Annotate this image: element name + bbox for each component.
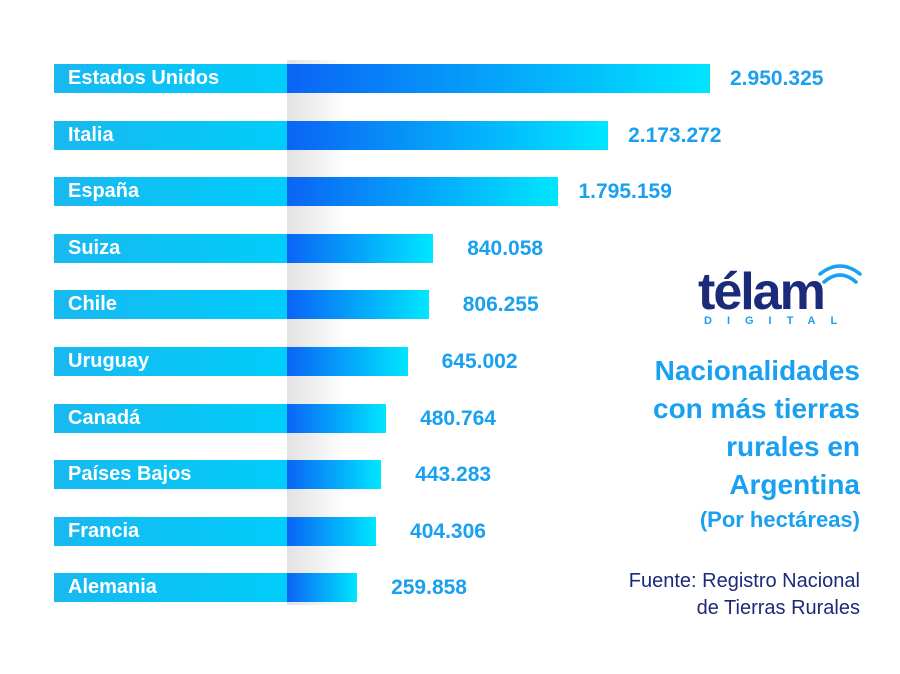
value-label: 480.764	[420, 406, 496, 430]
category-label: Canadá	[68, 406, 141, 429]
category-label-band: Alemania	[54, 573, 287, 603]
bar	[287, 233, 434, 263]
category-label-band: España	[54, 177, 287, 207]
value-label: 840.058	[467, 236, 544, 260]
value-label: 645.002	[441, 350, 518, 373]
value-label: 404.306	[410, 519, 486, 543]
value-label: 2.950.325	[730, 67, 824, 90]
value-label: 1.795.159	[578, 180, 672, 204]
bar	[287, 347, 408, 376]
category-label: Uruguay	[68, 350, 150, 372]
chart-title-block: Nacionalidades con más tierras rurales e…	[540, 352, 860, 536]
category-label: Francia	[68, 519, 140, 542]
bar	[287, 403, 387, 433]
category-label-band: Países Bajos	[54, 460, 287, 490]
category-label-band: Francia	[54, 516, 287, 546]
category-label-band: Estados Unidos	[54, 64, 287, 93]
chart-title-line-1: Nacionalidades	[654, 355, 860, 386]
category-label-band: Uruguay	[54, 347, 287, 376]
category-label-band: Canadá	[54, 403, 287, 433]
value-label: 2.173.272	[628, 123, 722, 147]
category-label-band: Italia	[54, 120, 287, 150]
category-label: Italia	[68, 123, 114, 146]
bar	[287, 460, 382, 490]
chart-title-line-4: Argentina	[729, 469, 860, 500]
value-label: 259.858	[391, 576, 467, 600]
source-line-1: Fuente: Registro Nacional	[628, 570, 860, 592]
telam-logo: télam DIGITAL	[698, 262, 868, 332]
logo-wordmark: télam	[698, 263, 826, 321]
value-label: 443.283	[415, 463, 492, 487]
category-label: Suiza	[68, 236, 121, 259]
chart-title-line-2: con más tierras	[653, 393, 860, 424]
category-label: Países Bajos	[68, 463, 192, 486]
logo-subtitle: DIGITAL	[704, 315, 853, 327]
source-note: Fuente: Registro Nacional de Tierras Rur…	[500, 568, 860, 622]
category-label-band: Suiza	[54, 233, 287, 263]
category-label: España	[68, 180, 140, 203]
category-label: Alemania	[68, 576, 157, 599]
chart-subtitle: (Por hectáreas)	[699, 507, 860, 532]
category-label: Chile	[68, 293, 117, 316]
category-label: Estados Unidos	[68, 67, 220, 89]
signal-waves-icon	[818, 264, 862, 284]
bar	[287, 177, 559, 207]
shadow-strip	[287, 60, 347, 605]
bar	[287, 290, 429, 320]
bar	[287, 516, 377, 546]
bar	[287, 120, 609, 150]
source-line-2: de Tierras Rurales	[696, 597, 860, 619]
category-label-band: Chile	[54, 290, 287, 320]
bar	[287, 64, 710, 93]
bar	[287, 573, 358, 603]
chart-title-line-3: rurales en	[726, 431, 860, 462]
value-label: 806.255	[462, 293, 539, 317]
